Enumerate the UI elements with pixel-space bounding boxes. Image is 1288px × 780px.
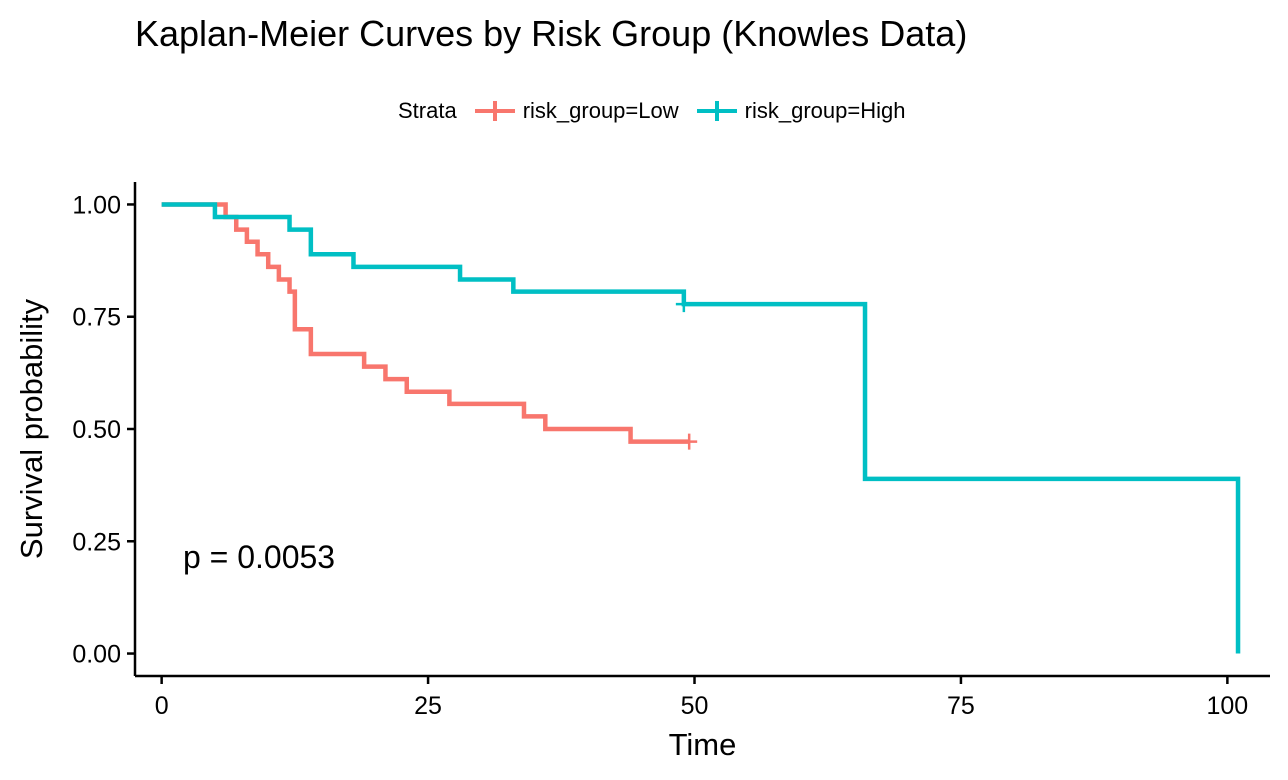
censor-mark [681, 433, 698, 450]
chart-title: Kaplan-Meier Curves by Risk Group (Knowl… [135, 13, 968, 54]
y-ticks: 0.00 0.25 0.50 0.75 1.00 [72, 191, 135, 669]
series-layer [161, 202, 1241, 654]
survival-curve-high [161, 202, 1241, 654]
legend-label-low: risk_group=Low [522, 98, 679, 123]
y-axis-title: Survival probability [14, 298, 49, 559]
x-tick-label: 75 [947, 692, 975, 720]
survival-curve-low [161, 202, 690, 444]
x-tick-label: 0 [155, 692, 169, 720]
legend-key-high [695, 96, 739, 126]
p-value-annotation: p = 0.0053 [183, 539, 335, 575]
x-tick-label: 25 [414, 692, 442, 720]
y-tick-label: 0.00 [72, 641, 121, 669]
x-tick-label: 50 [681, 692, 709, 720]
x-ticks: 0 25 50 75 100 [155, 676, 1249, 720]
y-tick-label: 1.00 [72, 191, 121, 219]
legend-key-low [473, 96, 517, 126]
y-tick-label: 0.75 [72, 304, 121, 332]
legend-title: Strata [398, 98, 457, 123]
x-tick-label: 100 [1207, 692, 1249, 720]
censor-mark [675, 296, 692, 313]
x-axis-title: Time [669, 727, 737, 762]
y-tick-label: 0.25 [72, 528, 121, 556]
legend: Strata risk_group=Low risk_group=High [398, 96, 905, 126]
legend-label-high: risk_group=High [744, 98, 906, 123]
y-tick-label: 0.50 [72, 416, 121, 444]
